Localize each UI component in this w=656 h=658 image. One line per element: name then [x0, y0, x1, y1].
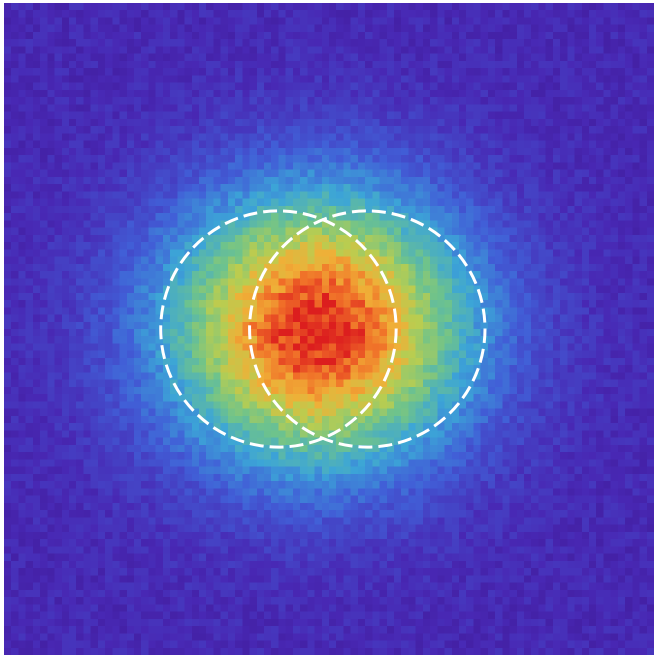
- overlay-layer: [159, 209, 487, 449]
- intensity-heatmap: [4, 3, 654, 655]
- right-dashed-circle: [248, 209, 487, 449]
- left-dashed-circle: [159, 209, 398, 449]
